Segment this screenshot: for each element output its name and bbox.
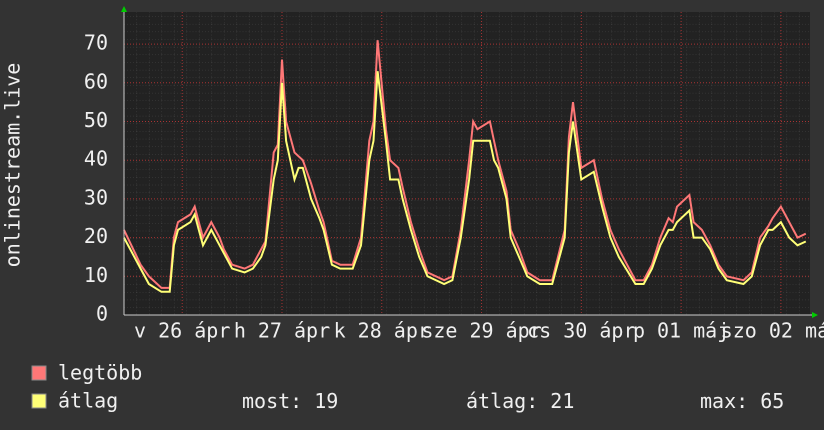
y-tick-label: 70 — [84, 31, 108, 55]
x-tick-label: k 28 ápr — [334, 319, 430, 343]
legend-swatch — [31, 393, 47, 409]
x-tick-label: cs 30 ápr — [527, 319, 635, 343]
minor-grid — [124, 12, 810, 315]
x-arrow — [812, 312, 818, 318]
y-arrow — [121, 6, 127, 12]
y-tick-label: 10 — [84, 263, 108, 287]
x-tick-label: sze 29 ápr — [421, 319, 541, 343]
y-tick-label: 0 — [96, 302, 108, 326]
series-line — [123, 40, 807, 289]
y-tick-label: 30 — [84, 185, 108, 209]
x-tick-label: p 01 máj — [633, 319, 729, 343]
y-axis-label: onlinestream.live — [1, 63, 25, 268]
stat: max: 65 — [700, 389, 784, 413]
stat: átlag: 21 — [466, 389, 574, 413]
x-tick-label: v 26 ápr — [134, 319, 230, 343]
legend-label: átlag — [58, 389, 118, 413]
stat-value: 21 — [550, 389, 574, 413]
legend-swatch — [31, 365, 47, 381]
y-tick-label: 60 — [84, 69, 108, 93]
stat-value: 65 — [760, 389, 784, 413]
x-tick-label: szo 02 máj — [721, 319, 824, 343]
y-tick-label: 40 — [84, 147, 108, 171]
stat-value: 19 — [314, 389, 338, 413]
stat: most: 19 — [242, 389, 338, 413]
stat-label: max: — [700, 389, 748, 413]
legend-label: legtöbb — [58, 361, 142, 385]
stat-label: most: — [242, 389, 302, 413]
y-tick-label: 20 — [84, 224, 108, 248]
series-line — [123, 71, 807, 293]
stat-label: átlag: — [466, 389, 538, 413]
y-tick-label: 50 — [84, 108, 108, 132]
x-tick-label: h 27 ápr — [234, 319, 330, 343]
